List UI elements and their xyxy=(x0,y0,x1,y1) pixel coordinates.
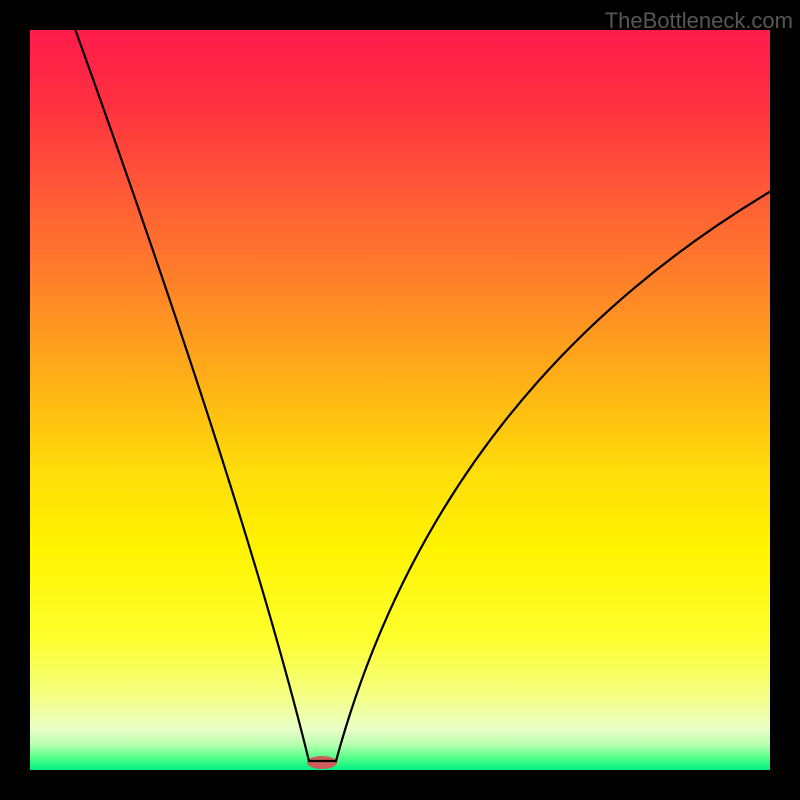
bottleneck-chart xyxy=(0,0,800,800)
bottleneck-marker xyxy=(307,756,337,769)
watermark-text: TheBottleneck.com xyxy=(605,8,793,34)
gradient-background xyxy=(30,30,770,770)
